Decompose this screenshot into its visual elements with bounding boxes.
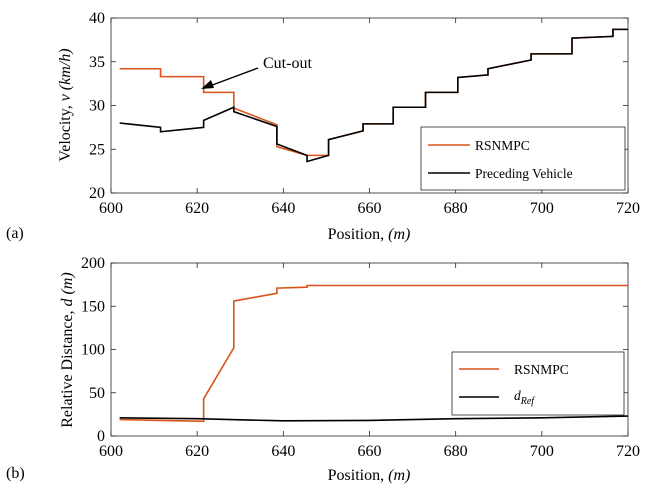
y-tick-label-a: 25	[89, 141, 105, 158]
velocity-ticks-group: 600 620 640 660 680 700 720 20 25 30 35 40	[89, 10, 640, 217]
y-axis-label-a-unit: v (km/h)	[57, 48, 74, 101]
panel-b: 600 620 640 660 680 700 720 0 50 100 150 200 RSNMPC…	[6, 255, 640, 484]
y-axis-label-a-text: Velocity,	[57, 101, 74, 161]
y-axis-label-a: Velocity, v (km/h)	[57, 48, 74, 161]
cut-out-arrow-shaft	[206, 67, 259, 88]
x-tick-label-b: 600	[99, 443, 123, 460]
legend-a: RSNMPC Preceding Vehicle	[420, 126, 626, 191]
distance-ticks-group: 600 620 640 660 680 700 720 0 50 100 150 200	[81, 255, 640, 460]
y-tick-label-b: 100	[81, 342, 105, 359]
legend-a-label-rsnmpc: RSNMPC	[475, 138, 530, 153]
series-line-a-preceding-vehicle	[119, 28, 628, 163]
x-tick-label-b: 720	[616, 443, 640, 460]
y-tick-label-b: 200	[81, 255, 105, 272]
x-axis-label-b-text: Position,	[328, 467, 388, 484]
legend-b-label-dref-sub: Ref	[520, 396, 536, 407]
y-tick-label-a: 20	[89, 185, 105, 202]
x-axis-label-a: Position, (m)	[328, 226, 411, 243]
x-axis-label-b-unit: (m)	[388, 467, 410, 484]
x-axis-label-b: Position, (m)	[328, 467, 411, 484]
x-tick-label-b: 680	[444, 443, 468, 460]
x-tick-label-a: 600	[99, 200, 123, 217]
panel-label-b: (b)	[6, 465, 25, 482]
x-tick-label-a: 660	[358, 200, 382, 217]
distance-series-group	[119, 284, 629, 423]
legend-b-label-rsnmpc: RSNMPC	[514, 362, 569, 377]
x-axis-label-a-unit: (m)	[388, 226, 410, 243]
series-line-b-dref	[119, 415, 629, 422]
velocity-series-group	[119, 28, 628, 163]
series-line-b-rsnmpc	[119, 284, 628, 423]
legend-a-box	[420, 126, 626, 191]
legend-b-label-dref: dRef	[514, 388, 535, 407]
x-tick-label-b: 700	[530, 443, 554, 460]
legend-b-box	[451, 351, 625, 416]
x-tick-label-b: 660	[358, 443, 382, 460]
x-axis-label-a-text: Position,	[328, 226, 388, 243]
y-tick-label-a: 35	[89, 54, 105, 71]
y-axis-label-b-unit: d (m)	[59, 272, 76, 306]
cut-out-annotation: Cut-out	[263, 55, 312, 72]
x-tick-label-a: 700	[530, 200, 554, 217]
panel-label-a: (a)	[6, 225, 24, 242]
y-tick-label-b: 0	[97, 428, 105, 445]
cut-out-arrow-head	[201, 80, 214, 89]
legend-a-label-preceding: Preceding Vehicle	[475, 166, 573, 181]
y-axis-label-b-text: Relative Distance,	[59, 306, 76, 427]
y-tick-label-a: 40	[89, 10, 105, 27]
x-tick-label-a: 680	[444, 200, 468, 217]
y-tick-label-b: 50	[89, 385, 105, 402]
y-axis-label-b: Relative Distance, d (m)	[59, 272, 76, 428]
y-tick-label-a: 30	[89, 98, 105, 115]
legend-b: RSNMPC dRef	[451, 351, 625, 416]
legend-b-label-dref-main: d	[514, 388, 521, 403]
x-tick-label-a: 720	[616, 200, 640, 217]
x-tick-label-b: 640	[271, 443, 295, 460]
x-tick-label-a: 640	[271, 200, 295, 217]
y-tick-label-b: 150	[81, 298, 105, 315]
x-tick-label-b: 620	[185, 443, 209, 460]
x-tick-label-a: 620	[185, 200, 209, 217]
